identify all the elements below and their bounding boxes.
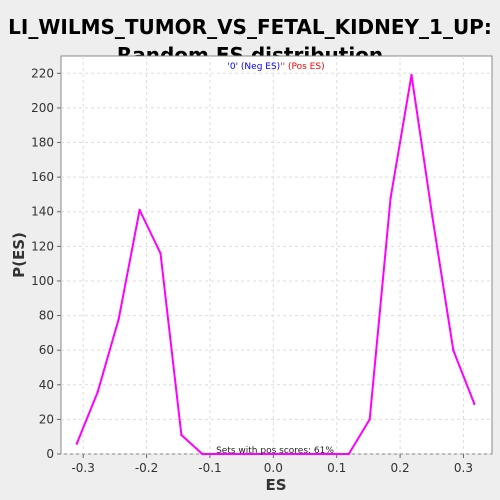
x-tick-label: 0.3 [454,461,473,475]
data-point [452,348,455,352]
chart-title-line-1: LI_WILMS_TUMOR_VS_FETAL_KIDNEY_1_UP: [8,15,492,39]
data-point [473,402,476,406]
data-point [347,452,350,456]
y-tick-label: 40 [39,378,54,392]
grid [61,56,492,455]
x-tick-label: -0.1 [198,461,221,475]
data-point [326,452,330,456]
y-tick-label: 80 [39,309,54,323]
data-point [410,73,413,77]
data-point [284,452,288,456]
x-tick-label: -0.2 [135,461,158,475]
x-tick-label: -0.3 [71,461,94,475]
x-tick-label: 0.0 [264,461,283,475]
y-tick-label: 20 [39,412,54,426]
y-axis-label: P(ES) [10,232,28,278]
y-tick-label: 180 [31,136,54,150]
data-point [201,452,204,456]
data-point [159,252,162,255]
data-point [138,208,141,212]
data-point [305,452,309,456]
legend-neg-label: '0' (Neg ES) [227,62,280,72]
data-point [96,390,99,393]
data-point [117,317,120,321]
y-tick-label: 0 [46,447,54,461]
plot-area [60,55,493,455]
data-point [242,452,246,456]
data-point [75,442,79,445]
data-point [368,418,371,421]
x-tick-label: 0.1 [327,461,346,475]
legend-pos-label: '' (Pos ES) [280,62,324,72]
data-point [180,433,183,437]
y-tick-label: 200 [31,101,54,115]
pos-scores-annotation: Sets with pos scores: 61% [216,446,334,456]
data-point [222,452,225,456]
axes: -0.3 -0.2 -0.1 0.0 0.1 0.2 0.3 0 20 40 60 80 100 120 1… [31,66,473,475]
y-tick-label: 220 [31,66,54,80]
series [75,73,476,456]
legend: '0' (Neg ES)'' (Pos ES) [227,62,324,72]
y-tick-label: 120 [31,239,54,253]
es-distribution-line [75,74,476,455]
y-tick-label: 160 [31,170,54,184]
y-tick-label: 100 [31,274,54,288]
x-tick-label: 0.2 [391,461,410,475]
data-point [263,452,267,456]
x-axis-label: ES [265,476,286,494]
y-tick-label: 60 [39,343,54,357]
y-tick-label: 140 [31,205,54,219]
data-point [431,215,434,219]
data-point [389,196,392,200]
